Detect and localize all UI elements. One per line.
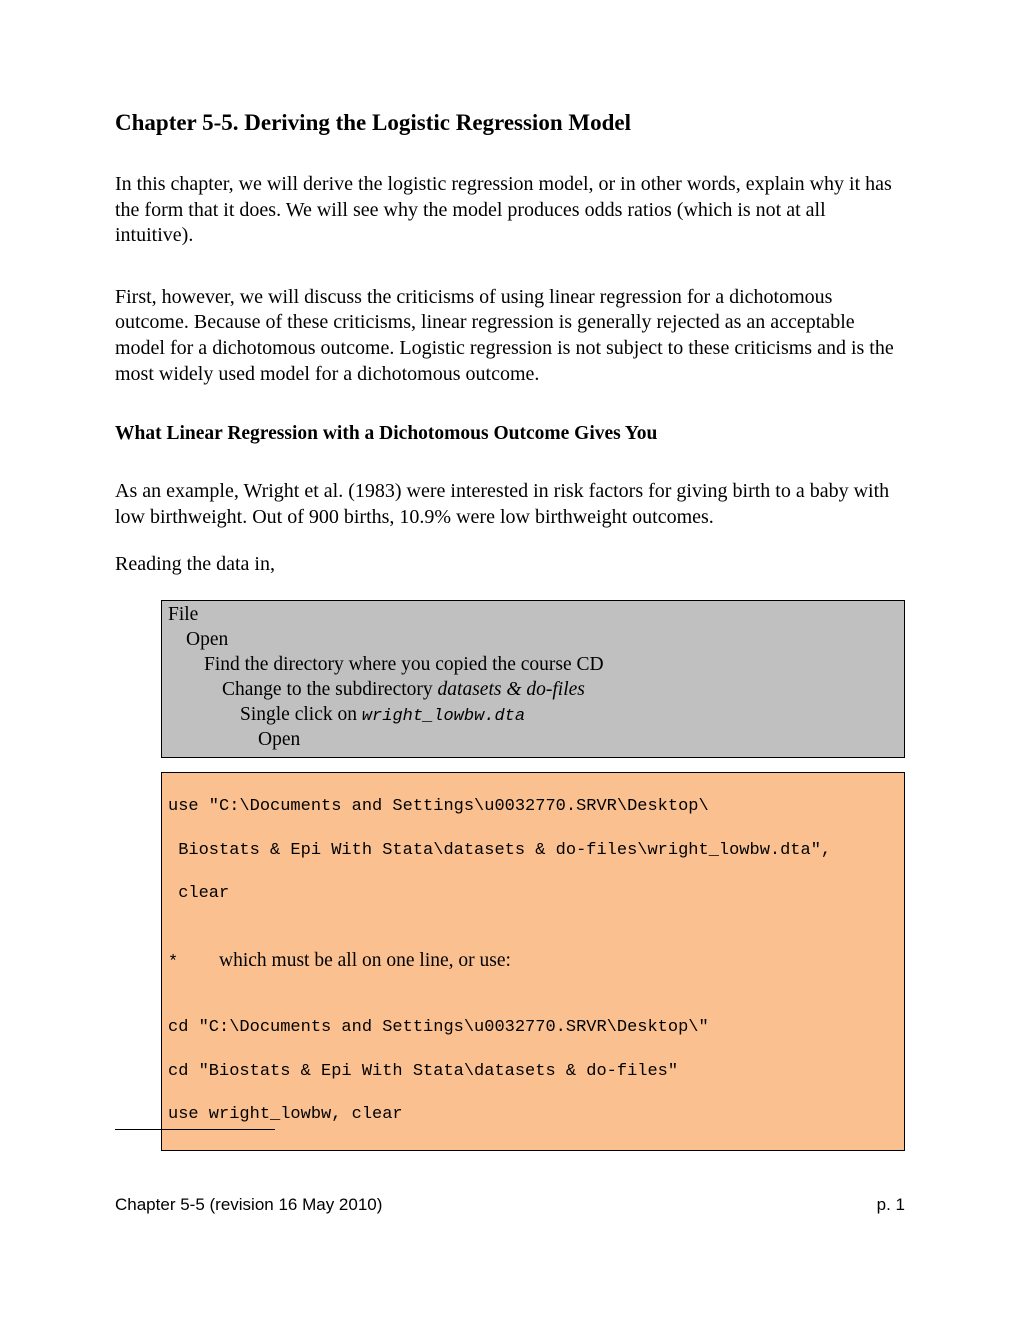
code-comment-line: * which must be all on one line, or use: <box>168 949 898 974</box>
intro-paragraph-2: First, however, we will discuss the crit… <box>115 285 905 387</box>
page-footer: Chapter 5-5 (revision 16 May 2010) p. 1 <box>115 1195 905 1215</box>
code-comment-star: * <box>168 953 178 972</box>
stata-code-box: use "C:\Documents and Settings\u0032770.… <box>161 772 905 1151</box>
intro-paragraph-1: In this chapter, we will derive the logi… <box>115 172 905 249</box>
file-menu-instructions-box: File Open Find the directory where you c… <box>161 600 905 758</box>
menu-step-subdir-name: datasets & do-files <box>438 679 585 700</box>
menu-step-open: Open <box>186 628 898 653</box>
menu-step-find-dir: Find the directory where you copied the … <box>204 653 898 678</box>
code-line-use-short: use wright_lowbw, clear <box>168 1104 898 1126</box>
code-line-cd-2: cd "Biostats & Epi With Stata\datasets &… <box>168 1061 898 1083</box>
code-line-cd-1: cd "C:\Documents and Settings\u0032770.S… <box>168 1017 898 1039</box>
menu-step-change-subdir: Change to the subdirectory datasets & do… <box>222 678 898 703</box>
menu-step-file: File <box>168 603 898 628</box>
footer-right: p. 1 <box>877 1195 905 1215</box>
example-paragraph: As an example, Wright et al. (1983) were… <box>115 479 905 530</box>
menu-step-single-click: Single click on wright_lowbw.dta <box>240 703 898 728</box>
code-line-use-path-3: clear <box>168 883 898 905</box>
code-line-use-path-2: Biostats & Epi With Stata\datasets & do-… <box>168 840 898 862</box>
footnote-separator <box>115 1129 275 1130</box>
code-line-use-path-1: use "C:\Documents and Settings\u0032770.… <box>168 796 898 818</box>
menu-step-open-final: Open <box>258 728 898 753</box>
code-comment-text: which must be all on one line, or use: <box>219 950 511 971</box>
chapter-title: Chapter 5-5. Deriving the Logistic Regre… <box>115 110 905 136</box>
lead-in-text: Reading the data in, <box>115 552 905 578</box>
menu-step-filename: wright_lowbw.dta <box>362 707 525 726</box>
section-heading: What Linear Regression with a Dichotomou… <box>115 423 905 445</box>
menu-step-change-subdir-prefix: Change to the subdirectory <box>222 679 438 700</box>
menu-step-single-click-prefix: Single click on <box>240 704 362 725</box>
footer-left: Chapter 5-5 (revision 16 May 2010) <box>115 1195 382 1215</box>
